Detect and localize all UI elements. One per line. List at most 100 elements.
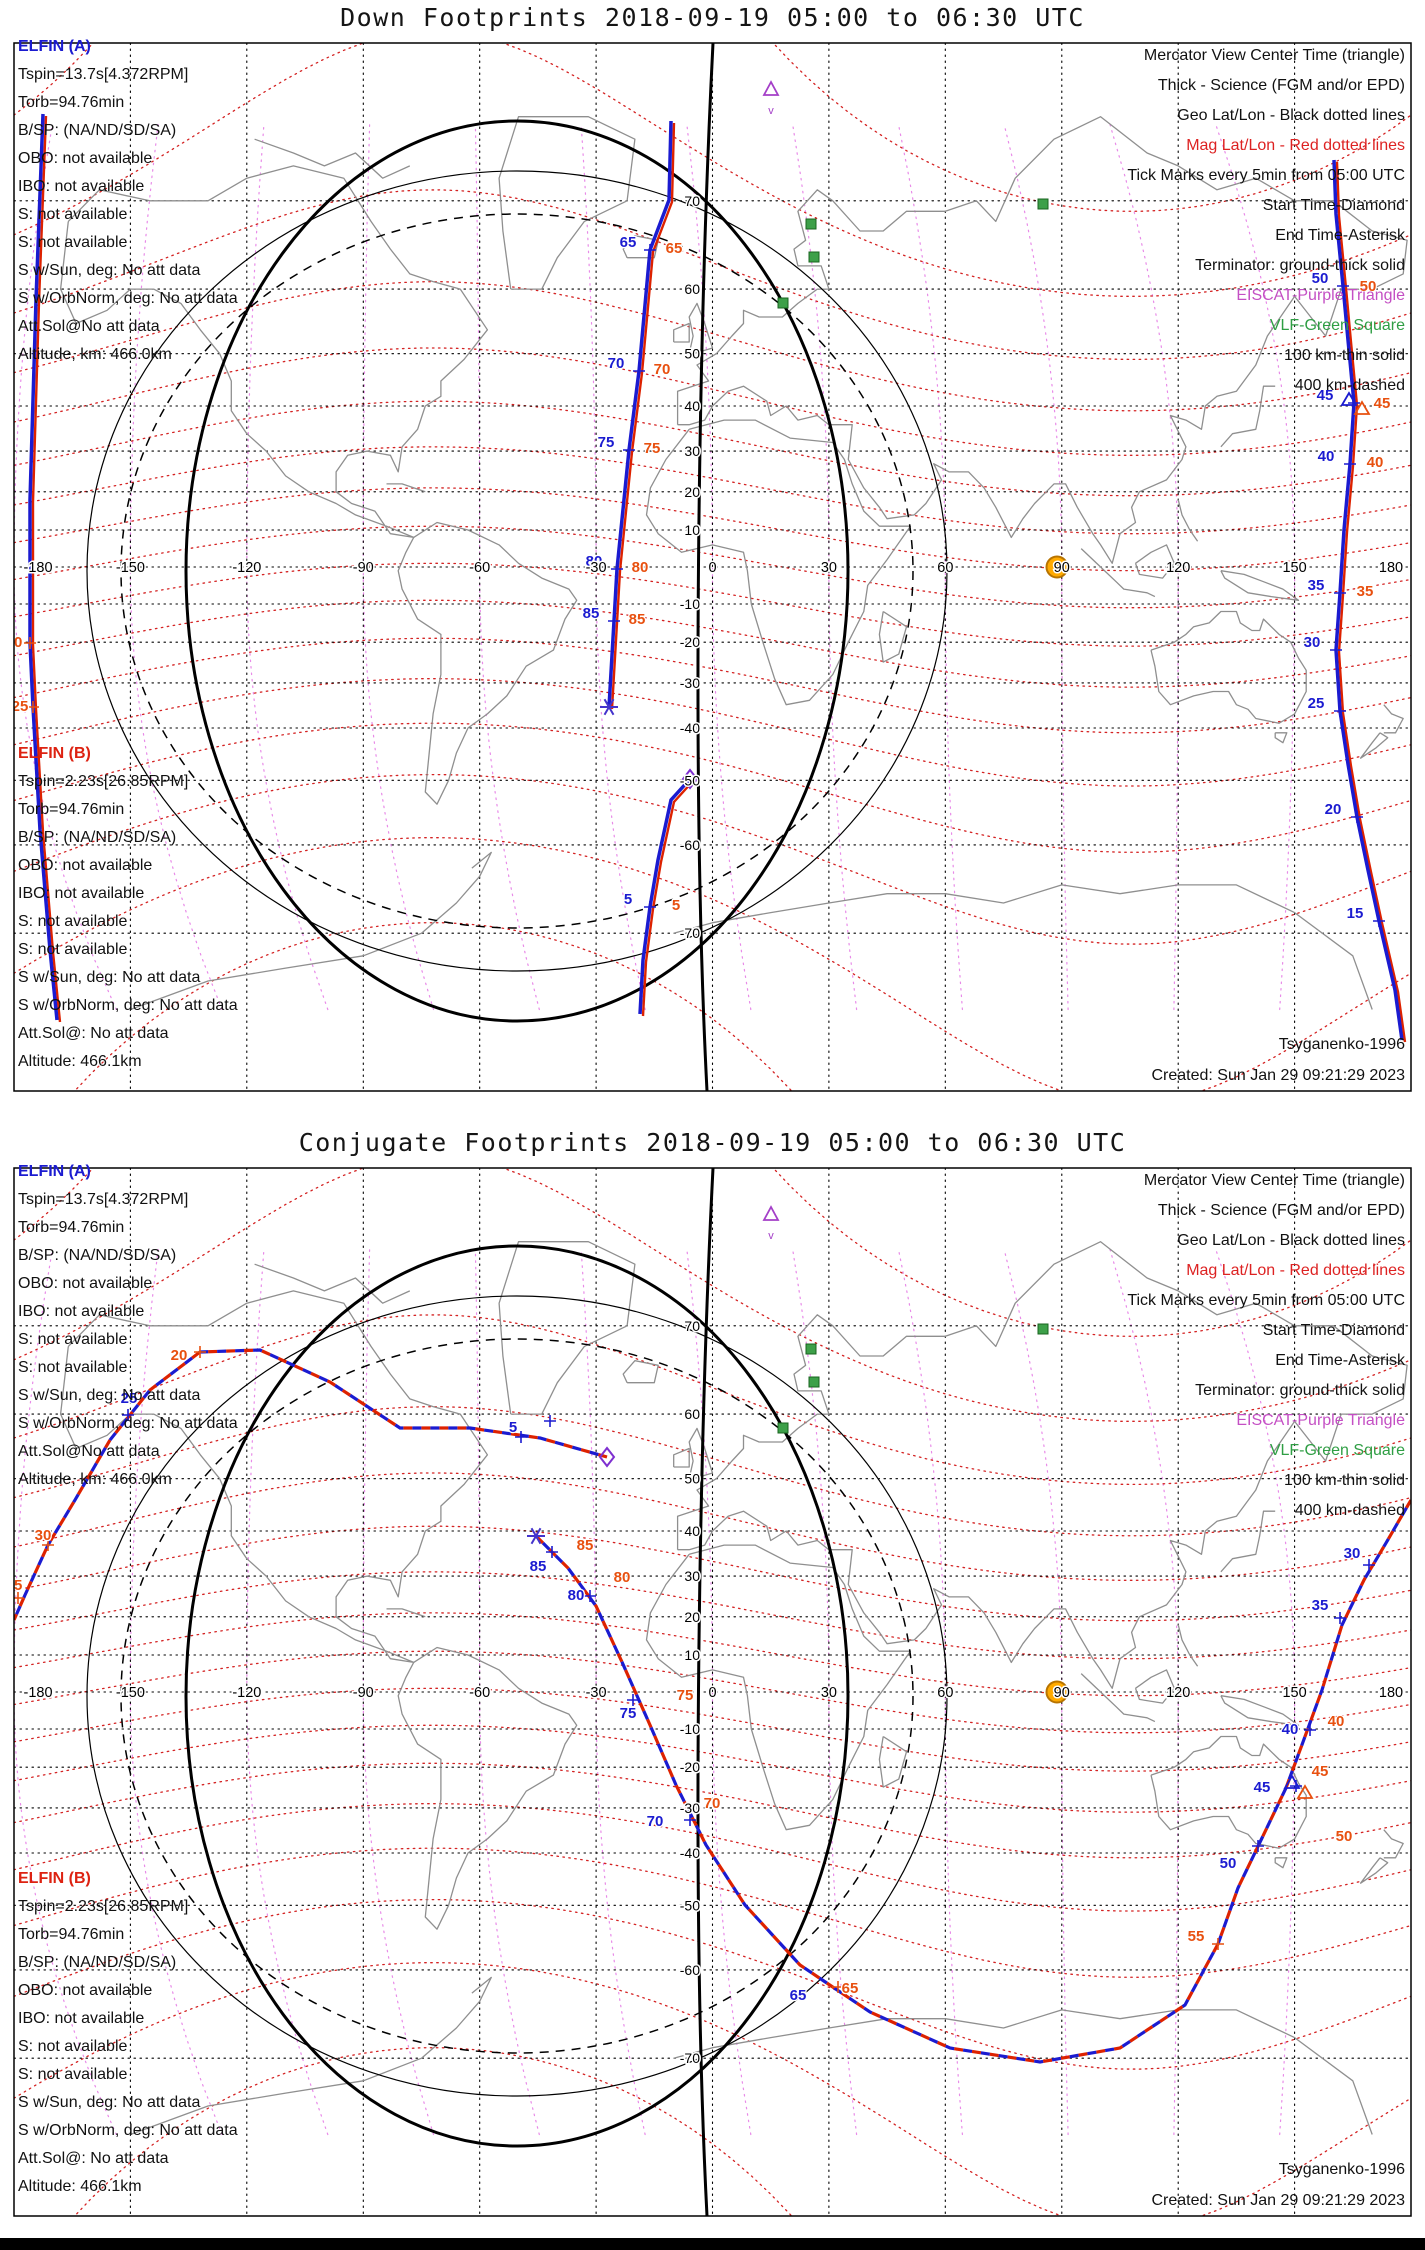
lat-axis-label: -40 (680, 720, 700, 736)
lon-axis-label: 180 (1379, 1685, 1403, 1701)
elfin-a-info-block: ELFIN (A) Tspin=13.7s[4.372RPM] Torb=94.76… (18, 33, 238, 369)
vlf-square-icon (777, 297, 789, 309)
legend-line: Mag Lat/Lon - Red dotted lines (1186, 137, 1405, 154)
coastline (386, 483, 426, 493)
map-legend: Mercator View Center Time (triangle) Thic… (1127, 41, 1405, 401)
satellite-info-line: OBO: not available (18, 1275, 153, 1292)
lon-axis-label: 60 (937, 560, 953, 576)
footer-bar (0, 2238, 1425, 2250)
track-minute-label: 30 (35, 1527, 52, 1544)
legend-line: EISCAT-Purple Triangle (1236, 287, 1405, 304)
legend-line: Tick Marks every 5min from 05:00 UTC (1127, 1292, 1405, 1309)
coastline (254, 1263, 411, 1304)
lat-axis-label: -20 (680, 634, 700, 650)
coastline (645, 1544, 912, 1831)
legend-line: Thick - Science (FGM and/or EPD) (1157, 1202, 1405, 1219)
lat-axis-label: -70 (680, 2050, 700, 2066)
lat-axis-label: -40 (680, 1845, 700, 1861)
track-minute-label: 75 (644, 440, 661, 457)
coastline (1177, 499, 1199, 542)
start-time-diamond-icon (681, 768, 699, 790)
track-minute-label: 50 (1312, 270, 1329, 287)
center-time-triangle-icon (1353, 400, 1371, 415)
elfin-a-info-block: ELFIN (A) Tspin=13.7s[4.372RPM] Torb=94.76… (18, 1158, 238, 1494)
lat-axis-label: 40 (684, 398, 700, 414)
lon-axis-label: 120 (1166, 560, 1190, 576)
track-minute-label: 80 (568, 1587, 585, 1604)
track-minute-label: 65 (620, 234, 637, 251)
track-minute-label: 35 (1308, 577, 1325, 594)
terminator-ground (184, 119, 850, 1023)
track-tick-mark (644, 244, 656, 256)
lat-axis-label: 40 (684, 1523, 700, 1539)
track-tick-mark (608, 615, 620, 627)
satellite-info-line: Tspin=13.7s[4.372RPM] (18, 1191, 189, 1208)
coastline (386, 1608, 426, 1618)
satellite-info-line: IBO: not available (18, 1303, 145, 1320)
track-minute-label: 40 (1328, 1713, 1345, 1730)
satellite-name: ELFIN (A) (18, 38, 91, 55)
track-minute-label: 40 (1367, 454, 1384, 471)
satellite-info-line: S w/Sun, deg: No att data (18, 1387, 201, 1404)
legend-line: End Time-Asterisk (1275, 227, 1405, 244)
track-minute-label: 25 (121, 1390, 138, 1407)
eiscat-marker-label: v (768, 105, 774, 117)
track-tick-mark (623, 444, 635, 456)
mag-lat-gridline (14, 1472, 1411, 1581)
track-minute-label: 45 (1254, 1779, 1271, 1796)
legend-line: End Time-Asterisk (1275, 1352, 1405, 1369)
track-minute-label: 5 (509, 1419, 517, 1436)
satellite-info-line: S w/OrbNorm, deg: No att data (18, 997, 238, 1014)
legend-line: Start Time-Diamond (1262, 197, 1405, 214)
coastline (673, 322, 690, 343)
track-minute-label: 70 (608, 355, 625, 372)
lon-axis-label: -180 (23, 560, 52, 576)
vlf-square-icon (1037, 198, 1049, 210)
coastline (498, 116, 636, 290)
lon-axis-label: -120 (232, 1685, 261, 1701)
mag-lat-gridline (14, 446, 1411, 535)
track-minute-label: 80 (614, 1569, 631, 1586)
coastline (59, 165, 489, 539)
lat-axis-label: 70 (684, 1318, 700, 1334)
track-minute-label: 25 (1308, 695, 1325, 712)
lon-axis-label: -90 (353, 560, 374, 576)
created-timestamp: Created: Sun Jan 29 09:21:29 2023 (1151, 2192, 1405, 2209)
lon-axis-label: -150 (116, 560, 145, 576)
lat-axis-label: -60 (680, 837, 700, 853)
mag-lat-gridline (14, 637, 1411, 734)
center-time-triangle-icon (1296, 1784, 1314, 1799)
track-minute-label: 30 (1344, 1545, 1361, 1562)
track-elfin-b (641, 780, 694, 1017)
satellite-info-line: Altitude, km: 466.0km (18, 346, 172, 363)
legend-line: Start Time-Diamond (1262, 1322, 1405, 1339)
track-minute-label: 40 (1318, 448, 1335, 465)
lon-axis-label: 90 (1054, 560, 1070, 576)
eiscat-marker-label: v (768, 1230, 774, 1242)
lon-axis-label: -150 (116, 1685, 145, 1701)
track-tick-mark (515, 1431, 527, 1443)
center-time-triangle-icon (1283, 1774, 1301, 1789)
track-tick-mark (546, 1546, 558, 1558)
satellite-info-line: S w/Sun, deg: No att data (18, 262, 201, 279)
lon-axis-label: 30 (821, 1685, 837, 1701)
map-legend: Mercator View Center Time (triangle) Thic… (1127, 1166, 1405, 1526)
sun-icon (1045, 555, 1069, 579)
track-elfin-b (31, 115, 62, 1023)
elfin-b-info-block: ELFIN (B) Tspin=2.23s[26.85RPM] Torb=94.76… (18, 740, 238, 1076)
lat-axis-label: 60 (684, 281, 700, 297)
coastline (676, 1241, 1408, 1689)
track-minute-label: 50 (1220, 1855, 1237, 1872)
lat-axis-label: -60 (680, 1962, 700, 1978)
coastline (397, 1646, 578, 1930)
legend-line: Mag Lat/Lon - Red dotted lines (1186, 1262, 1405, 1279)
track-tick-mark (1330, 644, 1342, 656)
coastline (1274, 732, 1288, 744)
track-minute-label: 35 (1357, 583, 1374, 600)
coastline (688, 1427, 714, 1480)
track-minute-label: 55 (1188, 1928, 1205, 1945)
conjugate-footprints-title: Conjugate Footprints 2018-09-19 05:00 to… (298, 1128, 1127, 1157)
satellite-info-line: S: not available (18, 913, 128, 930)
satellite-info-line: B/SP: (NA/ND/SD/SA) (18, 1247, 177, 1264)
satellite-info-line: S w/OrbNorm, deg: No att data (18, 290, 238, 307)
